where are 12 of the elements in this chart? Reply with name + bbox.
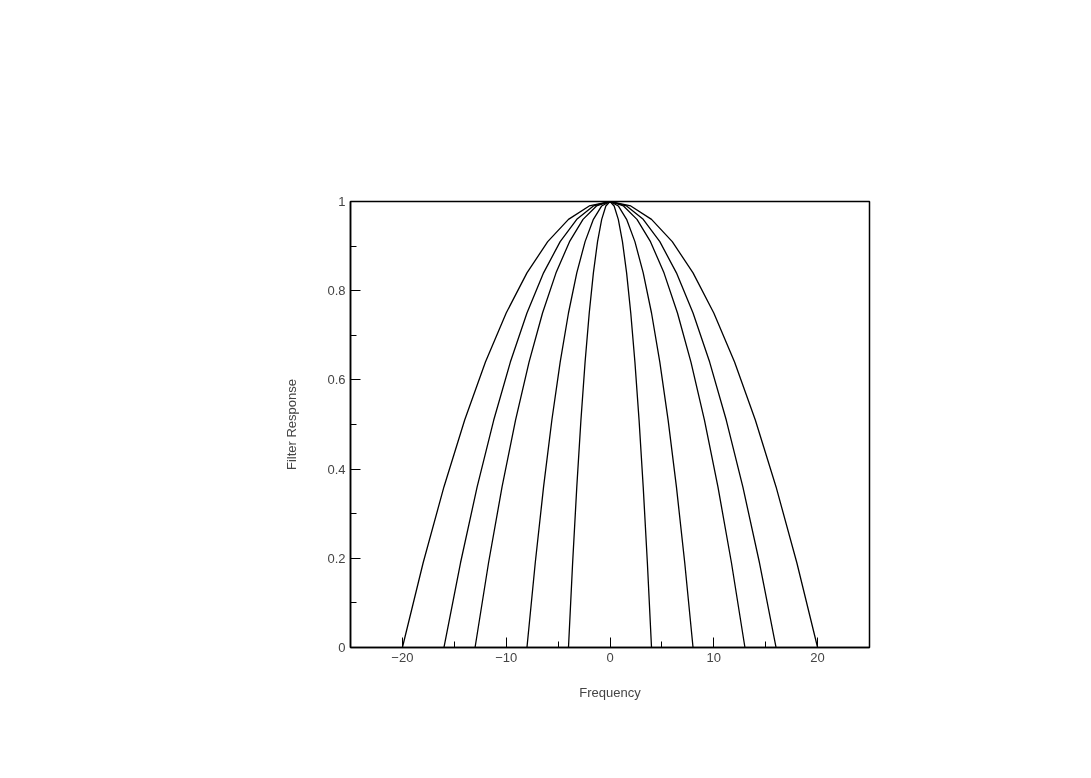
y-tick-label: 0.8 — [327, 283, 346, 299]
x-tick-label: −10 — [495, 649, 518, 665]
y-tick-label: 0.6 — [327, 372, 346, 388]
x-tick-label: 0 — [606, 649, 614, 665]
y-axis-title: Filter Response — [284, 378, 300, 471]
y-tick-label: 0.2 — [327, 550, 346, 566]
x-tick-label: −20 — [391, 649, 414, 665]
x-tick-label: 10 — [706, 649, 722, 665]
x-tick-label: 20 — [810, 649, 825, 665]
y-tick-label: 0.4 — [327, 461, 346, 477]
x-axis-title: Frequency — [579, 684, 642, 700]
y-tick-label: 1 — [338, 194, 346, 209]
